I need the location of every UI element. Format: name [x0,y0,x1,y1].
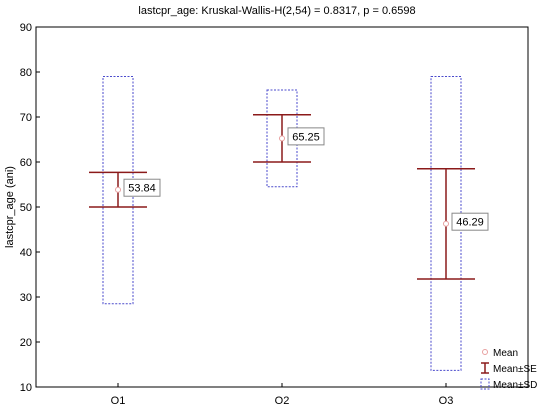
legend: Mean Mean±SE Mean±SD [480,348,537,391]
mean-label: 46.29 [456,217,484,229]
mean-point [279,135,285,142]
legend-mean-label: Mean [493,348,518,359]
y-tick-label: 10 [20,382,32,394]
mean-point [115,186,121,193]
mean-label-box [451,212,489,231]
x-tick-label: O3 [439,395,454,407]
chart-marks: 53.84 65.25 46.29 [89,76,489,371]
chart-title: lastcpr_age: Kruskal-Wallis-H(2,54) = 0.… [138,5,415,17]
x-axis: O1 O2 O3 [111,383,454,407]
y-axis: 10 20 30 40 50 60 70 80 90 [20,22,40,394]
category-group-o3: 46.29 [417,76,489,371]
mean-label-box [123,178,161,197]
y-tick-label: 30 [20,292,32,304]
legend-mean-marker [482,349,488,355]
category-group-o1: 53.84 [89,76,161,305]
y-tick-label: 70 [20,112,32,124]
mean-label-box [287,127,325,146]
mean-label: 53.84 [128,183,156,195]
legend-sd-label: Mean±SD [493,380,537,391]
mean-point [443,220,449,227]
legend-se-label: Mean±SE [493,364,537,375]
x-tick-label: O2 [275,395,290,407]
y-tick-label: 60 [20,157,32,169]
category-group-o2: 65.25 [253,89,325,188]
y-axis-label: lastcpr_age (ani) [4,166,16,248]
x-tick-label: O1 [111,395,126,407]
y-tick-label: 90 [20,22,32,34]
y-tick-label: 20 [20,337,32,349]
y-tick-label: 80 [20,67,32,79]
mean-label: 65.25 [292,131,320,143]
y-tick-label: 40 [20,247,32,259]
y-tick-label: 50 [20,202,32,214]
legend-sd-box [480,378,490,390]
